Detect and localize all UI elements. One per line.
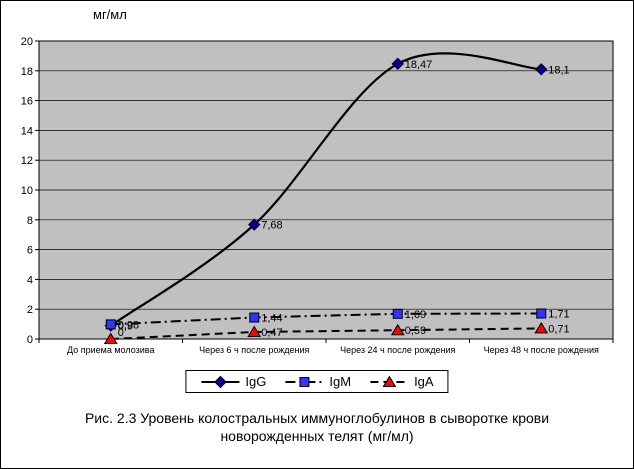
y-tick-label: 6 — [27, 245, 33, 257]
triangle-marker — [247, 325, 262, 337]
legend-item-IgG: IgG — [200, 374, 266, 389]
data-label: 0 — [118, 327, 124, 339]
legend-item-IgA: IgA — [369, 374, 434, 389]
triangle-marker — [534, 321, 549, 334]
data-label: 7,68 — [261, 220, 282, 232]
data-label: 1,69 — [405, 309, 426, 321]
data-label: 18,1 — [548, 64, 569, 76]
series-line — [110, 327, 542, 340]
data-labels: 0 0,47 0,59 0,71 — [118, 323, 570, 339]
x-category-label: Через 24 ч после рождения — [340, 345, 455, 355]
x-category-label: Через 48 ч после рождения — [484, 345, 599, 355]
legend-item-IgM: IgM — [284, 374, 351, 389]
y-tick-label: 16 — [21, 96, 33, 108]
y-tick-label: 4 — [27, 274, 33, 286]
x-axis-ticks — [38, 339, 614, 343]
legend-label-IgG: IgG — [245, 374, 267, 389]
triangle-marker — [382, 375, 396, 387]
series-IgA: 0 0,47 0,59 0,71 — [103, 321, 570, 344]
y-axis-unit-label: мг/мл — [93, 7, 127, 22]
y-tick-label: 12 — [21, 155, 33, 167]
y-tick-label: 20 — [21, 36, 33, 48]
legend-label-IgM: IgM — [329, 374, 352, 389]
x-axis-labels: До приема молозива Через 6 ч после рожден… — [67, 345, 599, 355]
data-label: 1,71 — [548, 309, 569, 321]
y-axis-labels: 0 2 4 6 8 10 12 14 16 18 20 — [21, 36, 33, 346]
series-IgG: 0,9 7,68 18,47 18,1 — [104, 52, 570, 333]
line-chart: 0 2 4 6 8 10 12 14 16 18 20 До приема молозива Через… — [21, 36, 614, 355]
legend-label-IgA: IgA — [414, 374, 434, 389]
gridlines — [35, 40, 613, 340]
data-label: 18,47 — [405, 59, 433, 71]
square-marker — [392, 308, 403, 319]
y-tick-label: 18 — [21, 66, 33, 78]
legend-marker-IgA — [370, 375, 409, 387]
data-label: 0,71 — [548, 323, 569, 335]
triangle-marker — [390, 323, 405, 336]
y-tick-label: 2 — [27, 304, 33, 316]
legend-marker-IgM — [285, 376, 324, 387]
diamond-marker — [214, 375, 227, 388]
diamond-marker — [391, 57, 404, 71]
chart-legend: IgG IgM IgA — [185, 370, 449, 393]
diamond-marker — [248, 218, 261, 231]
data-label: 0,47 — [261, 327, 282, 339]
series-line — [110, 52, 542, 327]
x-category-label: До приема молозива — [67, 345, 154, 355]
square-marker — [105, 319, 116, 330]
caption-line-1: Рис. 2.3 Уровень колостральных иммуногло… — [84, 410, 550, 426]
square-marker — [299, 376, 310, 387]
x-category-label: Через 6 ч после рождения — [199, 345, 309, 355]
data-labels: 0,9 7,68 18,47 18,1 — [118, 59, 570, 333]
series-line — [110, 312, 542, 326]
square-marker — [536, 308, 547, 319]
y-tick-label: 14 — [21, 125, 33, 137]
y-tick-label: 10 — [21, 185, 33, 197]
square-marker — [249, 312, 260, 323]
figure-caption: Рис. 2.3 Уровень колостральных иммуногло… — [1, 409, 633, 445]
data-label: 1,44 — [261, 313, 282, 325]
data-label: 0,9 — [118, 321, 133, 333]
data-label: 0,59 — [405, 325, 426, 337]
legend-marker-IgG — [201, 375, 240, 388]
data-label: 0,98 — [118, 319, 139, 331]
y-tick-label: 0 — [27, 334, 33, 346]
caption-line-2: новорожденных телят (мг/мл) — [220, 428, 414, 445]
y-tick-label: 8 — [27, 215, 33, 227]
series-IgM: 0,98 1,44 1,69 1,71 — [105, 308, 570, 332]
triangle-marker — [103, 332, 118, 344]
diamond-marker — [535, 63, 548, 76]
data-labels: 0,98 1,44 1,69 1,71 — [118, 309, 570, 332]
